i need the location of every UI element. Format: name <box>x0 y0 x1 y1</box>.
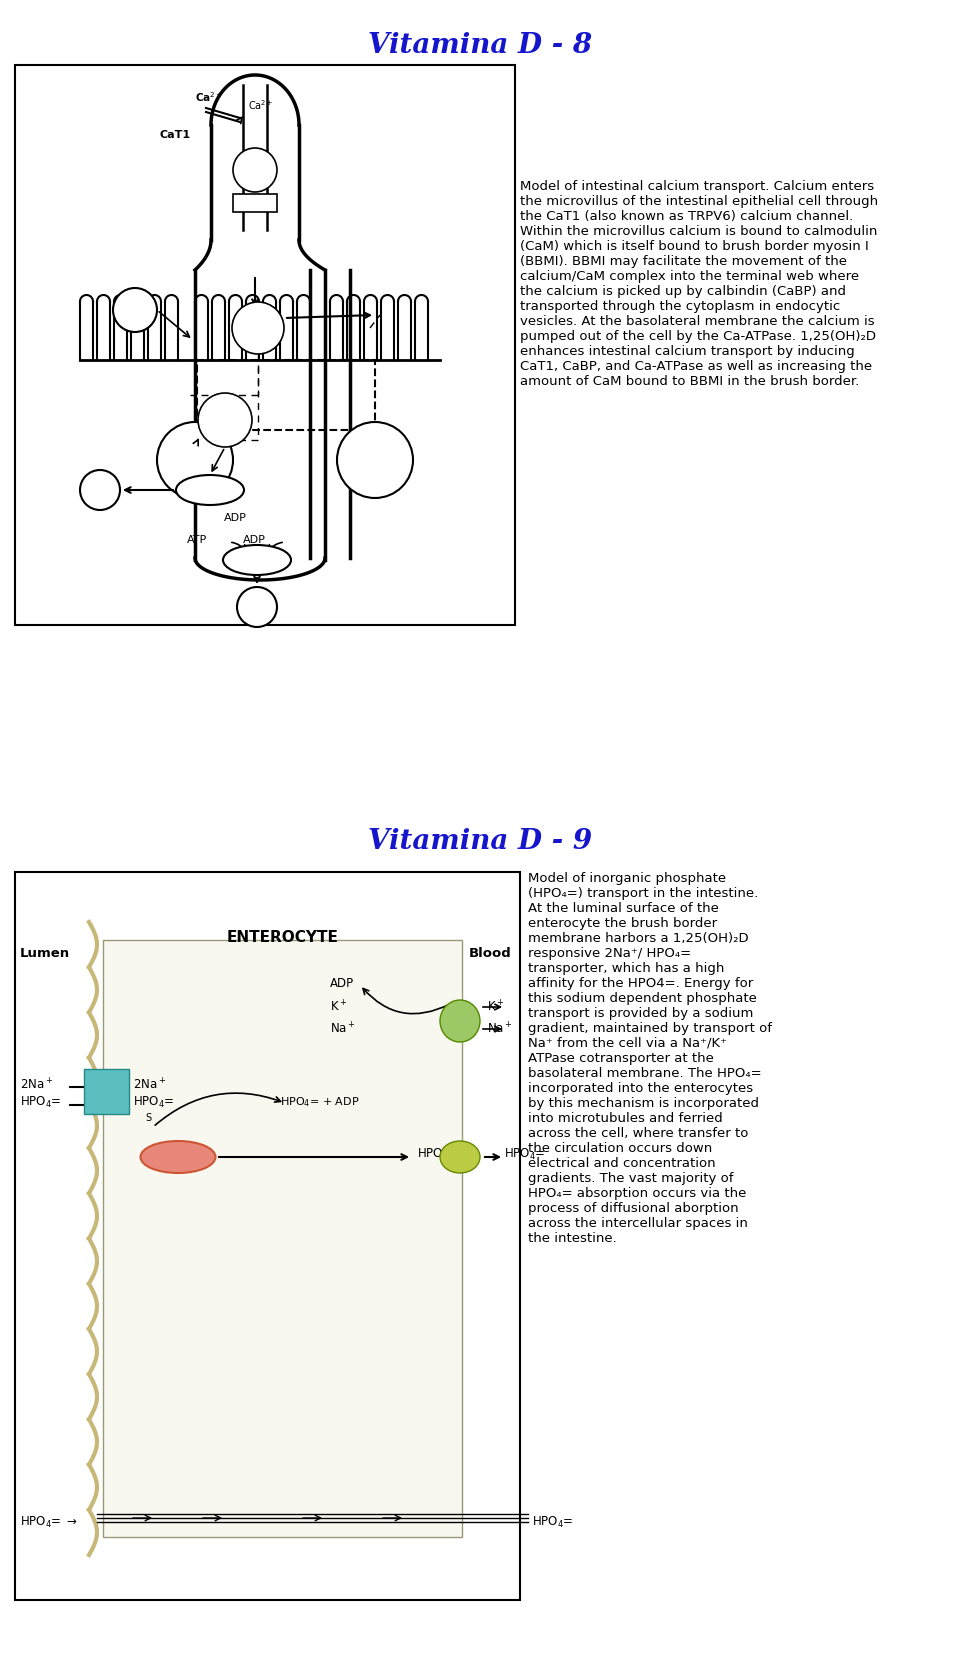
Text: Model of intestinal calcium transport. Calcium enters
the microvillus of the int: Model of intestinal calcium transport. C… <box>520 180 878 389</box>
Circle shape <box>337 422 413 498</box>
Text: CaATPase: CaATPase <box>233 559 280 569</box>
Text: Model of inorganic phosphate
(HPO₄=) transport in the intestine.
At the luminal : Model of inorganic phosphate (HPO₄=) tra… <box>528 872 772 1245</box>
Ellipse shape <box>440 1001 480 1042</box>
Text: CaBP: CaBP <box>211 412 239 422</box>
Circle shape <box>80 470 120 509</box>
Text: CaM: CaM <box>243 170 267 180</box>
Text: HPO$_4$=: HPO$_4$= <box>158 1154 198 1168</box>
Text: K$^+$: K$^+$ <box>487 999 504 1014</box>
Text: ADP: ADP <box>330 978 354 991</box>
Circle shape <box>233 147 277 192</box>
Bar <box>103 939 462 1537</box>
Text: Ca$^{2+}$: Ca$^{2+}$ <box>248 98 274 112</box>
Text: HPO$_4$= + ADP: HPO$_4$= + ADP <box>280 1095 359 1108</box>
Circle shape <box>198 394 252 447</box>
Bar <box>75 911 490 1565</box>
Ellipse shape <box>176 475 244 504</box>
Text: HPO$_4$=: HPO$_4$= <box>20 1095 61 1110</box>
Bar <box>197 361 375 430</box>
Text: HPO$_4$=: HPO$_4$= <box>532 1515 573 1530</box>
Text: HPO$_4$=: HPO$_4$= <box>133 1095 175 1110</box>
Text: CaATPase: CaATPase <box>186 490 233 500</box>
Bar <box>15 65 515 625</box>
Text: ADP: ADP <box>224 513 247 523</box>
Circle shape <box>232 303 284 354</box>
Text: HPO$_4$=: HPO$_4$= <box>504 1146 545 1163</box>
Text: Ca$^{2+}$: Ca$^{2+}$ <box>122 304 148 319</box>
Text: Ca$^{2+}$: Ca$^{2+}$ <box>244 602 270 615</box>
Circle shape <box>157 422 233 498</box>
Bar <box>15 872 520 1599</box>
Text: 2Na$^+$: 2Na$^+$ <box>133 1077 166 1092</box>
Text: Ca: Ca <box>252 332 265 342</box>
Text: Vitamina D - 8: Vitamina D - 8 <box>368 31 592 60</box>
Text: Na$^+$: Na$^+$ <box>330 1021 356 1037</box>
Bar <box>84 1068 129 1115</box>
Circle shape <box>113 288 157 332</box>
Text: 2Na$^+$: 2Na$^+$ <box>20 1077 53 1092</box>
Text: CaBP: CaBP <box>245 319 272 331</box>
Circle shape <box>237 587 277 627</box>
Text: HPO$_4$=: HPO$_4$= <box>417 1146 459 1163</box>
Text: BBM 1: BBM 1 <box>239 194 271 203</box>
Text: HPO$_4$= $\rightarrow$: HPO$_4$= $\rightarrow$ <box>20 1515 78 1530</box>
Text: ADP: ADP <box>243 534 266 546</box>
Ellipse shape <box>440 1141 480 1173</box>
Text: Vitamina D - 9: Vitamina D - 9 <box>368 829 592 855</box>
Text: ENTEROCYTE: ENTEROCYTE <box>227 930 339 944</box>
Text: S: S <box>145 1113 151 1123</box>
Text: Ca$^{2+}$: Ca$^{2+}$ <box>195 89 223 104</box>
Ellipse shape <box>223 546 291 576</box>
Text: Ca: Ca <box>218 425 232 435</box>
Ellipse shape <box>140 1141 215 1173</box>
Text: ATP: ATP <box>215 460 235 470</box>
Text: Na$^+$: Na$^+$ <box>487 1021 513 1037</box>
Bar <box>233 194 277 212</box>
Text: Ca$^{2+}$: Ca$^{2+}$ <box>87 485 112 500</box>
Text: CaT1: CaT1 <box>160 131 191 141</box>
Text: ATP: ATP <box>187 534 207 546</box>
Text: Lumen: Lumen <box>20 948 70 959</box>
Text: Blood: Blood <box>469 948 512 959</box>
Text: K$^+$: K$^+$ <box>330 999 348 1014</box>
